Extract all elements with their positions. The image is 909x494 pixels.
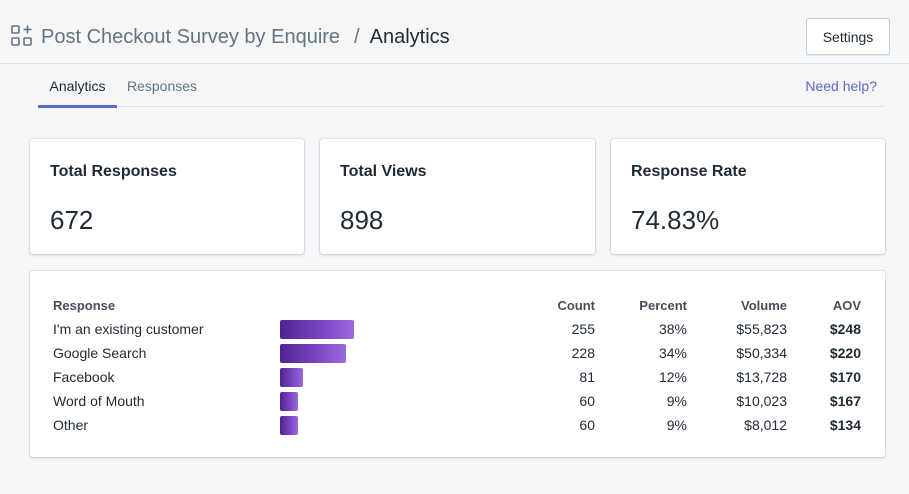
active-tab-indicator	[38, 105, 117, 108]
breadcrumb-app-link[interactable]: Post Checkout Survey by Enquire	[41, 26, 341, 48]
volume-cell: $10,023	[736, 393, 787, 409]
column-header-aov: AOV	[832, 297, 861, 313]
settings-button[interactable]: Settings	[806, 18, 890, 55]
count-cell: 81	[579, 369, 595, 385]
response-label: Facebook	[53, 369, 115, 385]
tab-analytics[interactable]: Analytics	[38, 64, 117, 108]
count-cell: 228	[571, 345, 595, 361]
share-bar-track	[280, 343, 400, 363]
column-header-percent: Percent	[639, 297, 687, 313]
response-label: Word of Mouth	[53, 393, 145, 409]
table-row: Google Search 228 34% $50,334 $220	[53, 341, 861, 365]
aov-cell: $220	[829, 345, 861, 361]
count-cell: 60	[579, 417, 595, 433]
count-cell: 60	[579, 393, 595, 409]
volume-cell: $13,728	[736, 369, 787, 385]
tab-analytics-label: Analytics	[49, 77, 106, 94]
response-label: Google Search	[53, 345, 147, 361]
count-cell: 255	[571, 321, 595, 337]
percent-cell: 38%	[658, 321, 687, 337]
stat-title: Total Responses	[50, 163, 177, 180]
column-header-response: Response	[53, 297, 116, 313]
table-row: Facebook 81 12% $13,728 $170	[53, 365, 861, 389]
tab-responses[interactable]: Responses	[125, 64, 199, 107]
share-bar	[280, 319, 354, 339]
responses-table-card: Response Count Percent Volume AOV I'm an…	[30, 271, 885, 457]
column-header-volume: Volume	[741, 297, 787, 313]
response-label: Other	[53, 417, 89, 433]
percent-cell: 9%	[666, 393, 687, 409]
share-bar-track	[280, 319, 400, 339]
aov-cell: $134	[829, 417, 861, 433]
share-bar-track	[280, 391, 400, 411]
stat-value: 672	[50, 205, 94, 235]
volume-cell: $8,012	[744, 417, 787, 433]
aov-cell: $170	[829, 369, 861, 385]
tab-bar: Analytics Responses Need help?	[38, 64, 885, 108]
stat-title: Response Rate	[631, 163, 747, 180]
breadcrumb-separator: /	[354, 26, 360, 48]
share-bar	[280, 343, 346, 363]
share-bar	[280, 391, 298, 411]
response-label: I'm an existing customer	[53, 321, 204, 337]
top-bar: Post Checkout Survey by Enquire / Analytic…	[0, 0, 909, 64]
page-title: Analytics	[369, 26, 450, 48]
volume-cell: $50,334	[736, 345, 787, 361]
percent-cell: 12%	[658, 369, 687, 385]
volume-cell: $55,823	[736, 321, 787, 337]
apps-grid-icon	[11, 25, 32, 46]
stat-card-total-responses: Total Responses 672	[30, 139, 304, 254]
share-bar-track	[280, 415, 400, 435]
need-help-link[interactable]: Need help?	[805, 77, 877, 94]
tab-responses-label: Responses	[126, 77, 198, 94]
responses-table: Response Count Percent Volume AOV I'm an…	[53, 293, 861, 437]
column-header-count: Count	[557, 297, 595, 313]
stat-card-response-rate: Response Rate 74.83%	[611, 139, 885, 254]
aov-cell: $248	[829, 321, 861, 337]
table-header-row: Response Count Percent Volume AOV	[53, 293, 861, 317]
percent-cell: 34%	[658, 345, 687, 361]
breadcrumb: Post Checkout Survey by Enquire / Analytic…	[41, 25, 450, 49]
stat-value: 898	[340, 205, 384, 235]
share-bar	[280, 367, 303, 387]
share-bar-track	[280, 367, 400, 387]
share-bar	[280, 415, 298, 435]
table-row: Word of Mouth 60 9% $10,023 $167	[53, 389, 861, 413]
stat-value: 74.83%	[631, 205, 720, 235]
stat-card-total-views: Total Views 898	[320, 139, 595, 254]
column-header-bar	[280, 293, 480, 317]
percent-cell: 9%	[666, 417, 687, 433]
aov-cell: $167	[829, 393, 861, 409]
stat-title: Total Views	[340, 163, 427, 180]
table-row: Other 60 9% $8,012 $134	[53, 413, 861, 437]
table-row: I'm an existing customer 255 38% $55,823…	[53, 317, 861, 341]
